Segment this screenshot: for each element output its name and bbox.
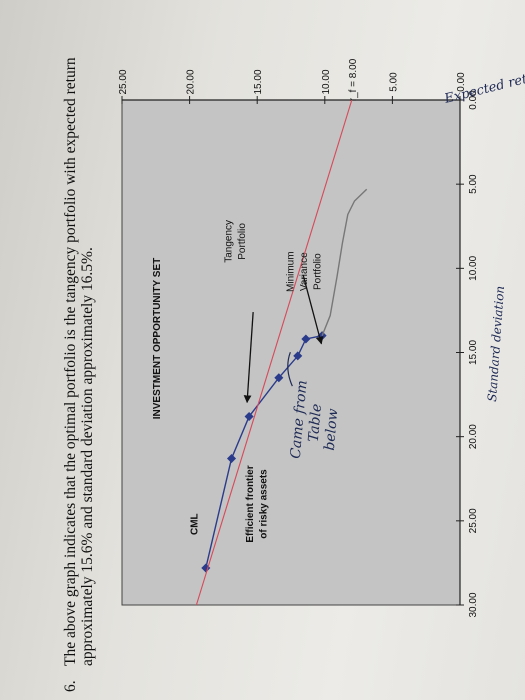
efficient-frontier-label-2: of risky assets: [259, 469, 270, 539]
tangency-arrow: [243, 312, 254, 404]
min-variance-label: Minimum: [286, 251, 297, 292]
series-line: [321, 188, 368, 336]
x-tick-label: 20.00: [468, 424, 479, 449]
handwritten-connector: [287, 351, 293, 387]
question-number: 6.: [62, 680, 79, 692]
handwritten-note-2: Table: [306, 403, 325, 443]
x-tick-label: 30.00: [468, 592, 479, 617]
question-text: The above graph indicates that the optim…: [62, 57, 96, 666]
min-variance-label-2: Variance: [299, 252, 310, 291]
cml-label: CML: [190, 513, 201, 535]
tangency-label-2: Portfolio: [237, 223, 248, 260]
plot-background: [121, 99, 461, 606]
axes: 0.00 5.00 10.00 15.00 20.00 25.00 30.00 0.00 5.0…: [118, 58, 479, 617]
x-tick-label: 5.00: [468, 174, 479, 194]
min-variance-arrow: [302, 274, 324, 345]
y-tick-label: 15.00: [253, 69, 264, 94]
handwritten-note-1: Came from: [288, 380, 311, 460]
x-tick-label: 0.00: [468, 90, 479, 110]
series-line: [195, 99, 353, 606]
frontier-marker: [244, 411, 254, 421]
handwritten-expected-return: Expected return: [442, 66, 525, 107]
handwritten-note-3: below: [322, 408, 342, 451]
chart-title: INVESTMENT OPPORTUNITY SET: [152, 258, 163, 420]
plot-area: [121, 99, 461, 606]
efficient-frontier-label: Efficient frontier: [245, 465, 256, 542]
x-tick-label: 15.00: [468, 340, 479, 365]
frontier-marker: [226, 454, 237, 464]
rf-label: r_f = 8.00: [348, 58, 359, 101]
min-variance-label-3: Portfolio: [313, 253, 324, 290]
series-layer: [195, 99, 368, 606]
y-tick-label: 5.00: [388, 72, 399, 92]
y-tick-label: 10.00: [321, 69, 332, 94]
x-tick-label: 10.00: [468, 255, 479, 280]
y-tick-label: 0.00: [456, 72, 467, 92]
tangency-label: Tangency: [224, 220, 235, 263]
x-tick-label: 25.00: [468, 508, 479, 533]
y-tick-label: 20.00: [186, 69, 197, 94]
y-tick-label: 25.00: [118, 69, 129, 94]
handwritten-standard-deviation: Standard deviation: [485, 285, 507, 402]
